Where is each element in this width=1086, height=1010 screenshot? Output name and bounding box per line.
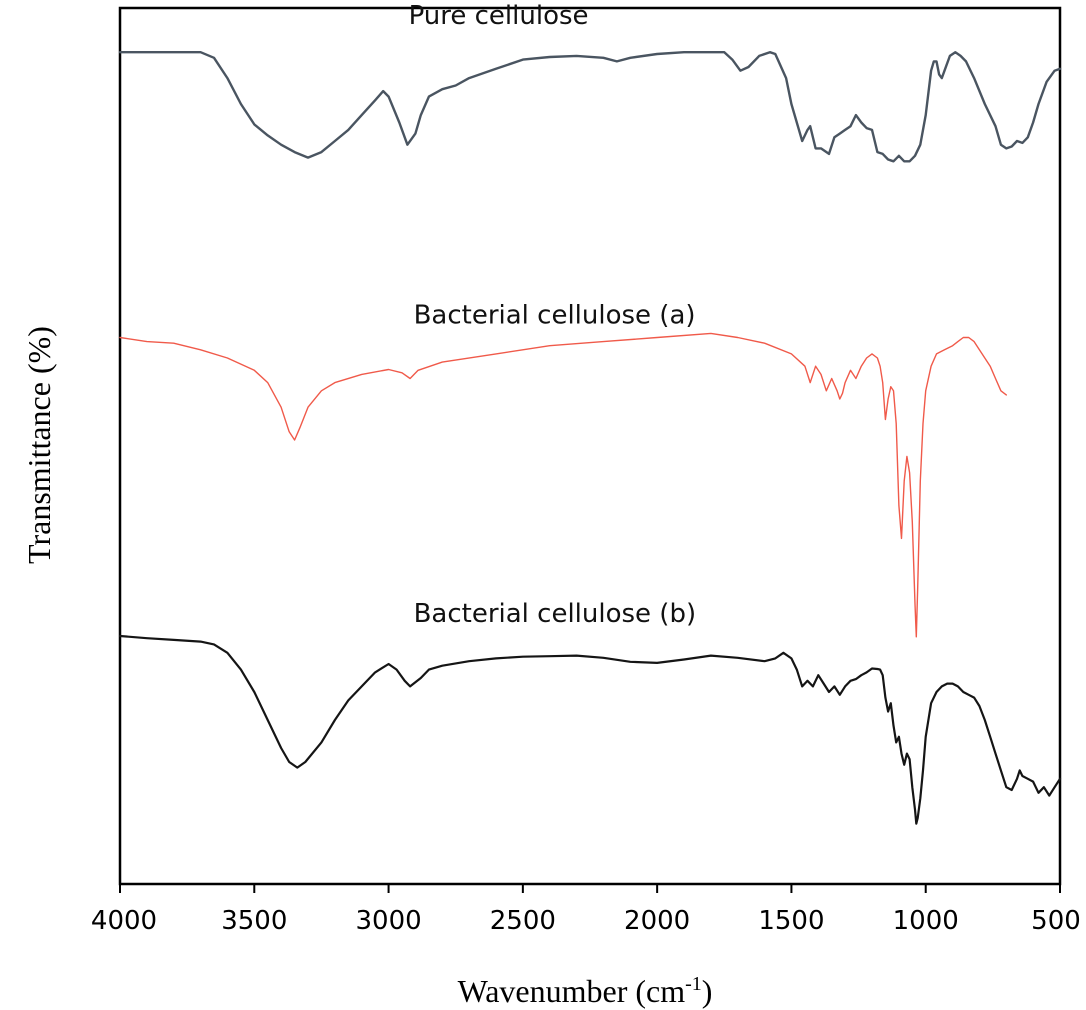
- series-line-2: [119, 332, 1007, 638]
- x-tick-label: 4000: [91, 906, 157, 936]
- x-tick-label: 2000: [624, 906, 690, 936]
- x-tick-label: 500: [1031, 906, 1081, 936]
- x-axis-title-main: Wavenumber (cm: [458, 973, 686, 1009]
- series-label-2: Bacterial cellulose (a): [414, 301, 696, 331]
- x-tick-label: 1500: [758, 906, 824, 936]
- x-tick-label: 2500: [490, 906, 556, 936]
- plot-frame: [118, 6, 1062, 886]
- series-line-1: [118, 51, 1062, 163]
- x-tick-group: 4000 3500 3000 2500 2000 1500 1000 500: [91, 884, 1081, 936]
- y-axis-title: Transmittance (%): [21, 326, 57, 564]
- series-label-1: Pure cellulose: [409, 1, 589, 31]
- x-axis-title-close: ): [702, 973, 713, 1009]
- x-axis-title-superscript: -1: [685, 973, 702, 995]
- x-axis-title: Wavenumber (cm-1): [458, 973, 713, 1009]
- x-tick-label: 1000: [893, 906, 959, 936]
- series-line-3: [118, 634, 1062, 825]
- series-group: [118, 51, 1062, 825]
- series-label-group: Pure cellulose Bacterial cellulose (a) Bac…: [409, 1, 697, 629]
- x-tick-label: 3000: [355, 906, 421, 936]
- x-tick-label: 3500: [221, 906, 287, 936]
- series-label-3: Bacterial cellulose (b): [414, 599, 697, 629]
